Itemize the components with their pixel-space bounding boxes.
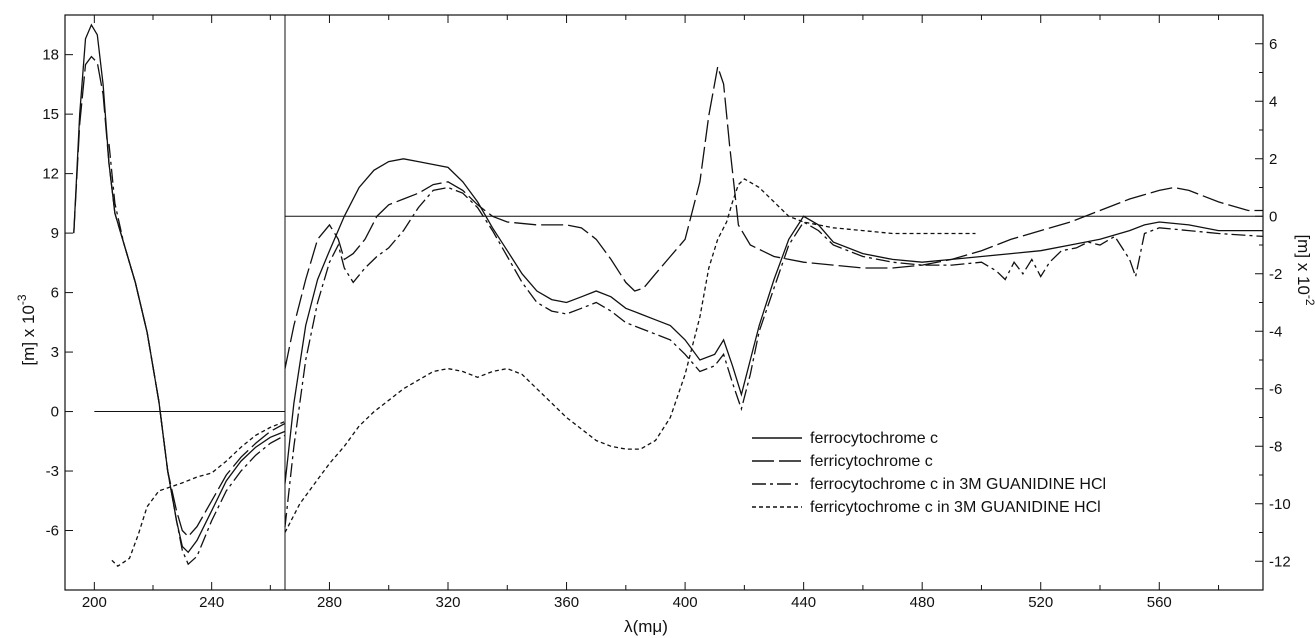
left-y-tick-label: 3: [51, 344, 59, 361]
legend-label: ferricytochrome c: [810, 453, 933, 470]
zero-lines: [94, 215, 1263, 413]
series-shortdash-left: [111, 420, 286, 568]
x-tick-label: 240: [199, 594, 224, 611]
left-y-tick-label: 12: [42, 166, 59, 183]
right-y-axis-label-base: [m] x 10: [1294, 234, 1313, 294]
legend-label: ferricytochrome c in 3M GUANIDINE HCl: [810, 499, 1101, 516]
right-y-tick-label: -4: [1269, 323, 1282, 340]
series-solid-right: [284, 158, 1263, 484]
left-y-tick-label: 0: [51, 404, 59, 421]
right-y-tick-label: -6: [1269, 381, 1282, 398]
left-y-axis-label: [m] x 10-3: [15, 294, 38, 365]
left-y-tick-label: -6: [46, 523, 59, 540]
x-tick-label: 200: [82, 594, 107, 611]
right-y-tick-label: -8: [1269, 438, 1282, 455]
svg-text:[m] x 10-2: [m] x 10-2: [1294, 234, 1315, 305]
svg-text:[m] x 10-3: [m] x 10-3: [15, 294, 38, 365]
series-shortdash-right: [284, 178, 976, 533]
x-tick-label: 280: [317, 594, 342, 611]
left-y-axis-label-base: [m] x 10: [19, 305, 38, 365]
x-tick-label: 440: [791, 594, 816, 611]
left-y-tick-label: 6: [51, 285, 59, 302]
series-solid-left: [73, 23, 286, 554]
left-y-tick-label: 9: [51, 225, 59, 242]
right-y-tick-label: 6: [1269, 36, 1277, 53]
x-tick-label: 360: [554, 594, 579, 611]
legend-label: ferrocytochrome c in 3M GUANIDINE HCl: [810, 476, 1106, 493]
x-tick-label: 320: [435, 594, 460, 611]
right-y-tick-label: -10: [1269, 496, 1291, 513]
right-y-tick-label: -2: [1269, 266, 1282, 283]
legend: ferrocytochrome c ferricytochrome c ferroc…: [752, 430, 1106, 516]
right-y-tick-label: 4: [1269, 93, 1277, 110]
left-y-tick-label: 18: [42, 47, 59, 64]
series-longdash-left: [73, 55, 286, 538]
series-layer: [73, 23, 1264, 568]
left-y-axis-label-exp: -3: [15, 294, 29, 305]
legend-label: ferrocytochrome c: [810, 430, 938, 447]
series-dashdot-right: [284, 186, 1264, 527]
x-tick-label: 520: [1028, 594, 1053, 611]
x-tick-label: 560: [1147, 594, 1172, 611]
right-y-axis-label: [m] x 10-2: [1294, 234, 1315, 305]
x-tick-label: 480: [910, 594, 935, 611]
right-y-tick-label: -12: [1269, 553, 1291, 570]
x-axis-label: λ(mμ): [624, 617, 668, 636]
left-y-tick-label: -3: [46, 463, 59, 480]
series-dashdot-left: [108, 143, 286, 566]
left-y-tick-label: 15: [42, 106, 59, 123]
right-y-tick-label: 2: [1269, 151, 1277, 168]
right-y-axis-label-exp: -2: [1303, 295, 1315, 306]
tick-layer: 200 240 280 320 360 400 440 480 520 5601815129630…: [42, 15, 1291, 611]
series-longdash-right: [284, 64, 1263, 369]
right-y-tick-label: 0: [1269, 208, 1277, 225]
x-tick-label: 400: [673, 594, 698, 611]
